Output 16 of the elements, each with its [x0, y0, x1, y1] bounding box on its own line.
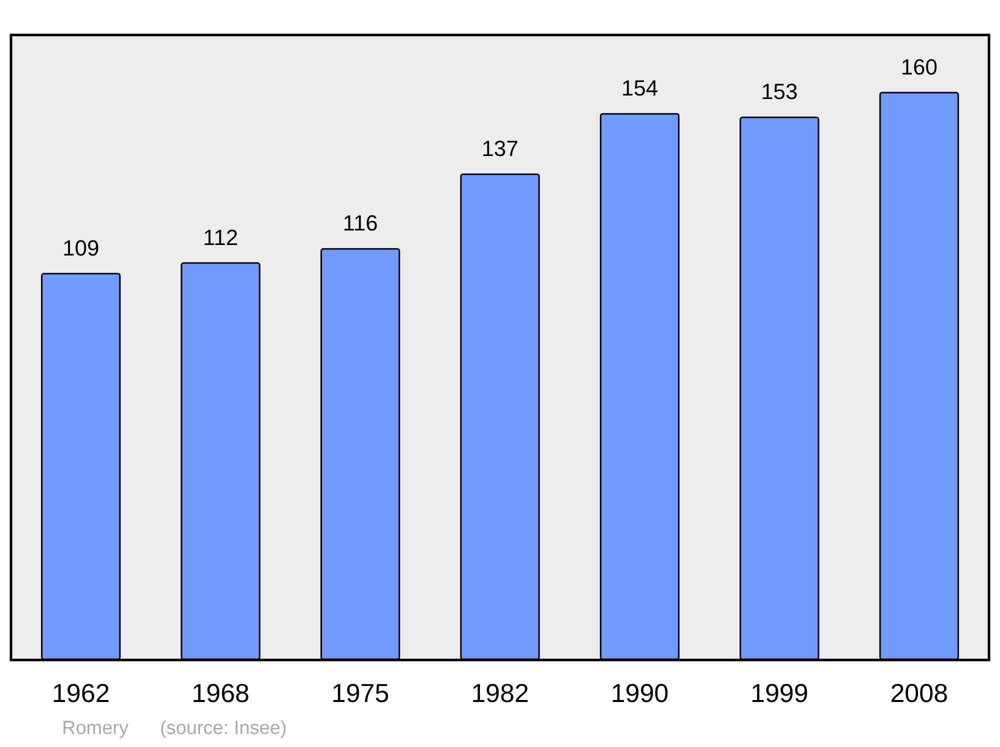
- text: (source: Insee): [160, 718, 287, 739]
- data-label: 112: [203, 224, 238, 250]
- data-label: 160: [900, 54, 938, 80]
- x-tick-label: 2008: [890, 678, 948, 708]
- x-tick-label: 1975: [331, 678, 390, 708]
- data-label: 153: [761, 79, 798, 104]
- x-tick-label: 1968: [192, 678, 250, 708]
- x-tick-label: 1962: [52, 678, 110, 708]
- x-tick-label: 1999: [750, 678, 808, 708]
- x-tick-label: 1990: [610, 678, 669, 708]
- data-label: 109: [62, 235, 100, 260]
- x-tick-label: 1982: [471, 678, 529, 708]
- data-label: 154: [621, 76, 658, 101]
- data-label: 137: [482, 136, 518, 161]
- text: Romery: [62, 718, 130, 739]
- data-label: 116: [342, 210, 378, 236]
